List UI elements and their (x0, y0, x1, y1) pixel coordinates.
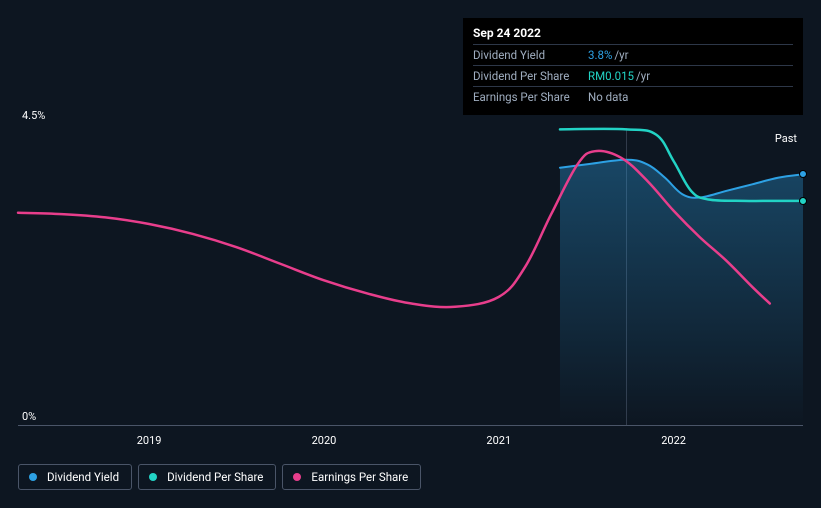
legend-item-dividend-per-share[interactable]: Dividend Per Share (138, 464, 276, 490)
legend-dot-icon (293, 473, 301, 481)
tooltip-value-unit: /yr (636, 69, 650, 83)
tooltip-row: Dividend Per Share RM0.015/yr (473, 66, 793, 87)
tooltip-value: RM0.015/yr (588, 69, 650, 83)
legend-dot-icon (29, 473, 37, 481)
chart-container: Sep 24 2022 Dividend Yield 3.8%/yr Divid… (18, 18, 803, 453)
tooltip-row: Dividend Yield 3.8%/yr (473, 45, 793, 66)
legend: Dividend Yield Dividend Per Share Earnin… (18, 464, 421, 490)
x-tick-label: 2020 (312, 434, 337, 447)
x-tick-label: 2019 (137, 434, 162, 447)
tooltip-value-number: RM0.015 (588, 69, 634, 83)
tooltip-label: Earnings Per Share (473, 90, 588, 104)
tooltip-value-number: No data (588, 90, 628, 104)
legend-item-earnings-per-share[interactable]: Earnings Per Share (282, 464, 421, 490)
x-tick-label: 2022 (661, 434, 686, 447)
tooltip-date: Sep 24 2022 (473, 24, 793, 45)
tooltip-value-number: 3.8% (588, 48, 612, 62)
tooltip-label: Dividend Yield (473, 48, 588, 62)
tooltip-value: 3.8%/yr (588, 48, 628, 62)
tooltip-value: No data (588, 90, 630, 104)
legend-label: Earnings Per Share (311, 470, 408, 484)
dividend-yield-end-marker (799, 170, 807, 178)
tooltip: Sep 24 2022 Dividend Yield 3.8%/yr Divid… (463, 18, 803, 115)
tooltip-value-unit: /yr (614, 48, 628, 62)
tooltip-row: Earnings Per Share No data (473, 87, 793, 107)
x-tick-label: 2021 (486, 434, 511, 447)
legend-label: Dividend Yield (47, 470, 119, 484)
dividend-per-share-end-marker (799, 197, 807, 205)
legend-dot-icon (149, 473, 157, 481)
chart-svg (18, 128, 803, 426)
y-tick-label: 4.5% (22, 109, 45, 122)
legend-item-dividend-yield[interactable]: Dividend Yield (18, 464, 132, 490)
tooltip-label: Dividend Per Share (473, 69, 588, 83)
legend-label: Dividend Per Share (167, 470, 263, 484)
